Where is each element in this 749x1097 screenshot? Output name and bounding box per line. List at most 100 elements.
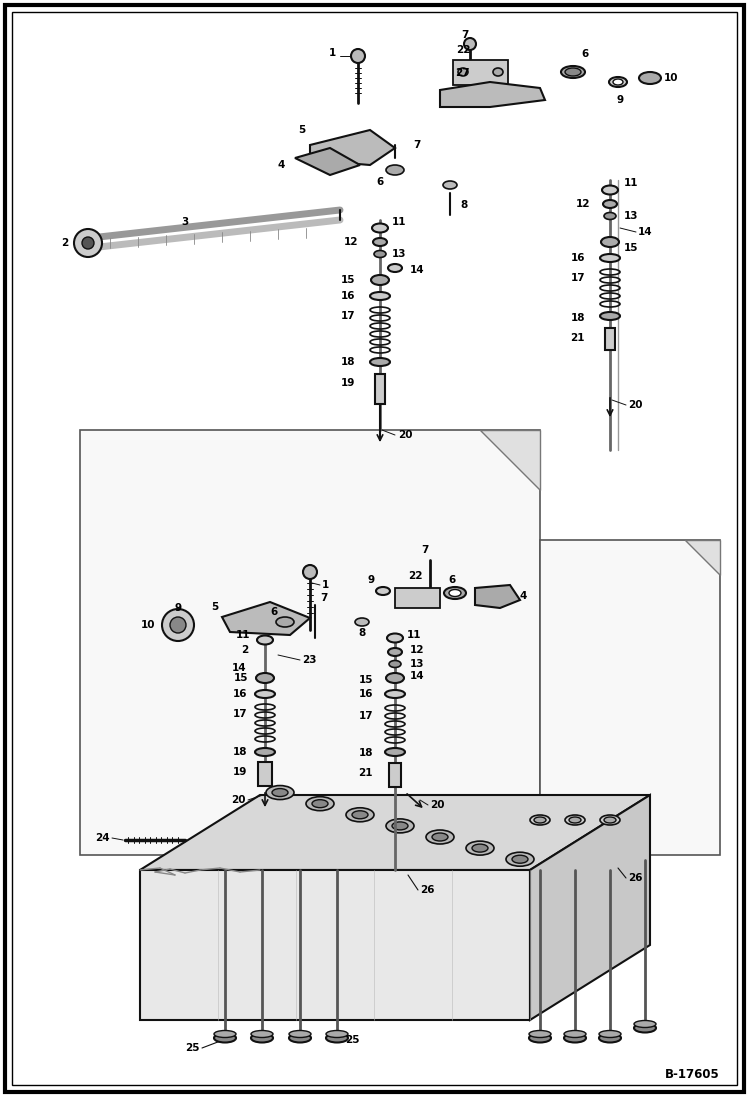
Ellipse shape: [385, 690, 405, 698]
Ellipse shape: [609, 77, 627, 87]
Text: 15: 15: [341, 275, 355, 285]
Ellipse shape: [372, 224, 388, 233]
Text: 13: 13: [410, 659, 425, 669]
Polygon shape: [453, 60, 508, 84]
Bar: [375, 374, 385, 404]
Circle shape: [170, 617, 186, 633]
Ellipse shape: [426, 830, 454, 844]
Ellipse shape: [256, 672, 274, 683]
Ellipse shape: [272, 789, 288, 796]
Ellipse shape: [634, 1020, 656, 1028]
Polygon shape: [80, 430, 540, 855]
Polygon shape: [395, 588, 440, 608]
Text: 13: 13: [392, 249, 407, 259]
Polygon shape: [440, 82, 545, 108]
Ellipse shape: [251, 1033, 273, 1042]
Text: 22: 22: [407, 572, 422, 581]
Text: 9: 9: [616, 95, 624, 105]
Text: 14: 14: [410, 265, 425, 275]
Ellipse shape: [602, 185, 618, 194]
Polygon shape: [530, 795, 650, 1020]
Text: 11: 11: [392, 217, 407, 227]
Circle shape: [162, 609, 194, 641]
Ellipse shape: [306, 796, 334, 811]
Ellipse shape: [561, 66, 585, 78]
Ellipse shape: [370, 292, 390, 299]
Text: 17: 17: [358, 711, 373, 721]
Polygon shape: [685, 540, 720, 575]
Text: 1: 1: [329, 48, 336, 58]
Text: 18: 18: [359, 748, 373, 758]
Text: 20: 20: [628, 400, 643, 410]
Text: 27: 27: [455, 68, 470, 78]
Ellipse shape: [564, 1033, 586, 1042]
Text: 8: 8: [358, 627, 366, 638]
Text: 6: 6: [377, 177, 383, 186]
Ellipse shape: [289, 1030, 311, 1038]
Ellipse shape: [266, 785, 294, 800]
Ellipse shape: [569, 817, 581, 823]
Text: 5: 5: [298, 125, 305, 135]
Text: 12: 12: [575, 199, 590, 210]
Ellipse shape: [604, 817, 616, 823]
Text: 17: 17: [340, 312, 355, 321]
Text: 15: 15: [359, 675, 373, 685]
Ellipse shape: [214, 1030, 236, 1038]
Text: 20: 20: [231, 795, 246, 805]
Polygon shape: [140, 870, 530, 1020]
Ellipse shape: [600, 312, 620, 320]
Ellipse shape: [370, 358, 390, 366]
Ellipse shape: [604, 213, 616, 219]
Text: 6: 6: [270, 607, 278, 617]
Ellipse shape: [376, 587, 390, 595]
Ellipse shape: [257, 635, 273, 645]
Text: 1: 1: [322, 580, 330, 590]
Text: 22: 22: [455, 45, 470, 55]
Circle shape: [303, 565, 317, 579]
Polygon shape: [480, 430, 540, 490]
Polygon shape: [475, 585, 520, 608]
Ellipse shape: [472, 844, 488, 852]
Ellipse shape: [371, 275, 389, 285]
Bar: [605, 328, 615, 350]
Ellipse shape: [529, 1033, 551, 1042]
Ellipse shape: [634, 1024, 656, 1032]
Text: B-17605: B-17605: [665, 1068, 720, 1082]
Ellipse shape: [355, 618, 369, 626]
Polygon shape: [222, 602, 310, 635]
Ellipse shape: [289, 1033, 311, 1042]
Ellipse shape: [529, 1030, 551, 1038]
Text: 5: 5: [210, 602, 218, 612]
Ellipse shape: [312, 800, 328, 807]
Text: 17: 17: [571, 273, 585, 283]
Text: 7: 7: [461, 30, 469, 39]
Text: 6: 6: [449, 575, 455, 585]
Circle shape: [464, 38, 476, 50]
Ellipse shape: [392, 822, 408, 830]
Ellipse shape: [443, 181, 457, 189]
Ellipse shape: [251, 1030, 273, 1038]
Ellipse shape: [444, 587, 466, 599]
Text: 2: 2: [61, 238, 68, 248]
Text: 18: 18: [232, 747, 247, 757]
Text: 9: 9: [368, 575, 375, 585]
Ellipse shape: [506, 852, 534, 867]
Ellipse shape: [373, 238, 387, 246]
Text: 25: 25: [345, 1034, 360, 1045]
Bar: [389, 764, 401, 787]
Polygon shape: [140, 795, 650, 870]
Ellipse shape: [565, 68, 581, 76]
Ellipse shape: [458, 68, 468, 76]
Text: 21: 21: [359, 768, 373, 778]
Ellipse shape: [326, 1033, 348, 1042]
Ellipse shape: [600, 255, 620, 262]
Ellipse shape: [601, 237, 619, 247]
Text: 26: 26: [420, 885, 434, 895]
Ellipse shape: [512, 856, 528, 863]
Ellipse shape: [374, 250, 386, 258]
Ellipse shape: [346, 807, 374, 822]
Ellipse shape: [214, 1033, 236, 1042]
Text: 12: 12: [410, 645, 425, 655]
Ellipse shape: [388, 264, 402, 272]
Ellipse shape: [386, 818, 414, 833]
